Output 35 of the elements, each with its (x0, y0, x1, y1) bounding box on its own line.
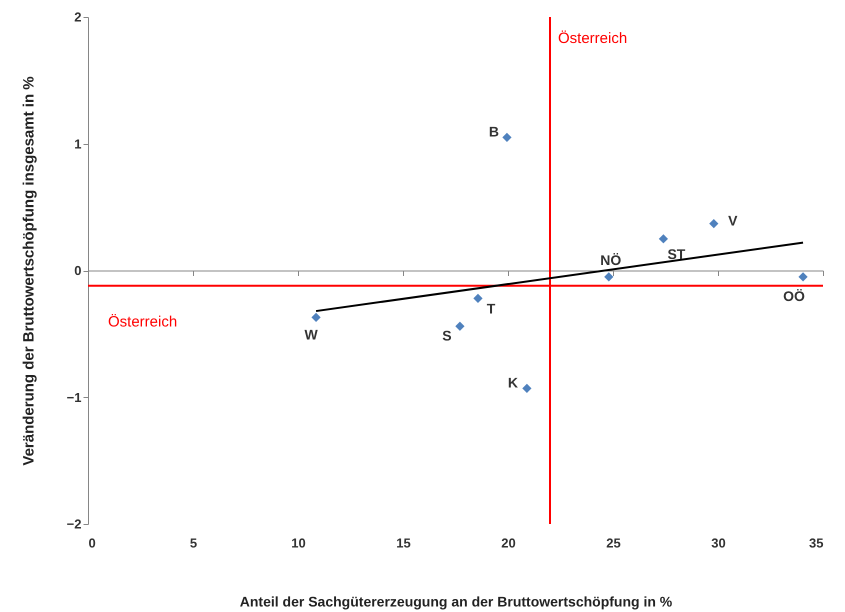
x-tick-label: 0 (88, 536, 96, 550)
x-tick-label: 10 (291, 536, 306, 550)
ref-line-label: Österreich (108, 314, 178, 331)
point (522, 384, 532, 393)
y-tick-label: −1 (66, 390, 82, 405)
x-tick-label: 25 (606, 536, 621, 550)
point (604, 272, 614, 282)
x-tick-label: 15 (396, 536, 411, 550)
point (798, 272, 808, 282)
ref-line-label: Österreich (558, 30, 628, 47)
annotation: T (486, 300, 496, 316)
point (455, 322, 465, 331)
annotation: V (728, 212, 738, 229)
y-tick-label: −2 (66, 516, 82, 532)
annotation: S (442, 327, 452, 344)
x-tick-label: 30 (711, 536, 726, 550)
y-tick-label: 0 (74, 263, 82, 278)
point (709, 218, 718, 228)
x-tick-label: 35 (809, 536, 824, 550)
point (658, 234, 668, 244)
x-axis-title: Anteil der Sachgütererzeugung an der Bruttowertschöpfung in % (240, 594, 673, 610)
y-axis-title: Veränderung der Bruttowertschöpfung insgesamt in % (20, 76, 38, 466)
annotation: W (304, 326, 318, 342)
annotation: ST (667, 246, 686, 262)
annotation: B (488, 123, 500, 140)
x-tick-label: 20 (501, 536, 516, 550)
x-tick-label: 5 (190, 536, 198, 550)
point (502, 132, 512, 142)
annotation: K (508, 374, 518, 390)
y-tick-label: 1 (74, 136, 82, 152)
annotation: OÖ (783, 288, 806, 304)
point (311, 312, 321, 322)
point (473, 294, 483, 303)
annotation: NÖ (600, 252, 622, 268)
y-tick-label: 2 (74, 10, 82, 24)
